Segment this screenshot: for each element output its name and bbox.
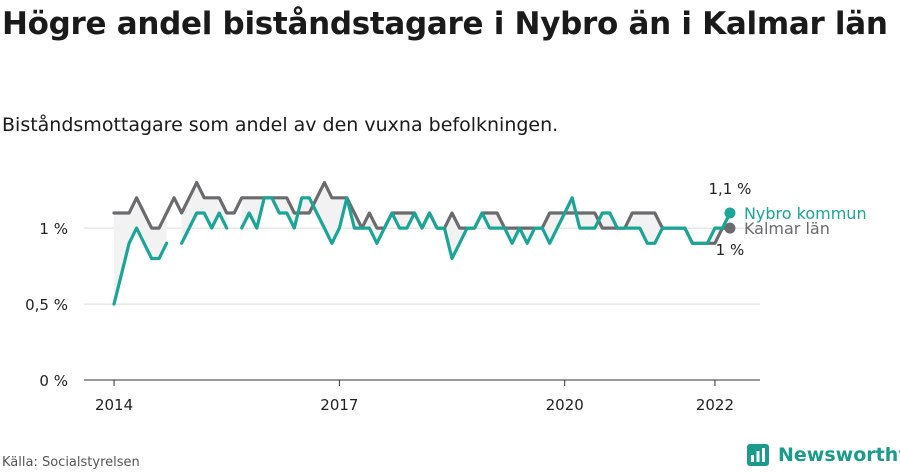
series-line-nybro-kommun: [112, 226, 169, 306]
y-tick-label: 0 %: [39, 372, 68, 390]
series-line-nybro-kommun: [180, 211, 229, 245]
gap-fill-layer: [114, 182, 730, 305]
newsworthy-logo-icon: [747, 444, 769, 466]
x-tick-label: 2014: [95, 396, 133, 414]
chart-subtitle: Biståndsmottagare som andel av den vuxna…: [2, 114, 559, 136]
end-value-label-nybro: 1,1 %: [709, 180, 752, 198]
series-name-kalmar-lan: Kalmar län: [744, 219, 830, 238]
series-lines-layer: [112, 181, 736, 306]
series-name-nybro-kommun: Nybro kommun: [744, 204, 867, 223]
axis-layer: 0 % 0,5 % 1 % 2014 2017 2020 2022: [25, 220, 760, 414]
x-tick-label: 2022: [696, 396, 734, 414]
series-gap-fill: [114, 197, 167, 305]
x-tick-label: 2020: [546, 396, 584, 414]
brand-name: Newsworthy: [778, 444, 900, 466]
brand-logo[interactable]: Newsworthy: [746, 443, 900, 467]
series-line-nybro-kommun: [240, 196, 732, 261]
x-tick-label: 2017: [320, 396, 358, 414]
series-end-point: [724, 222, 736, 234]
series-end-point: [724, 207, 736, 219]
y-tick-label: 0,5 %: [25, 296, 68, 314]
end-value-label-kalmar: 1 %: [716, 241, 745, 259]
chart-title: Högre andel biståndstagare i Nybro än i …: [2, 6, 888, 42]
grid-layer: [84, 227, 760, 305]
y-tick-label: 1 %: [39, 220, 68, 238]
source-note: Källa: Socialstyrelsen: [2, 455, 140, 470]
